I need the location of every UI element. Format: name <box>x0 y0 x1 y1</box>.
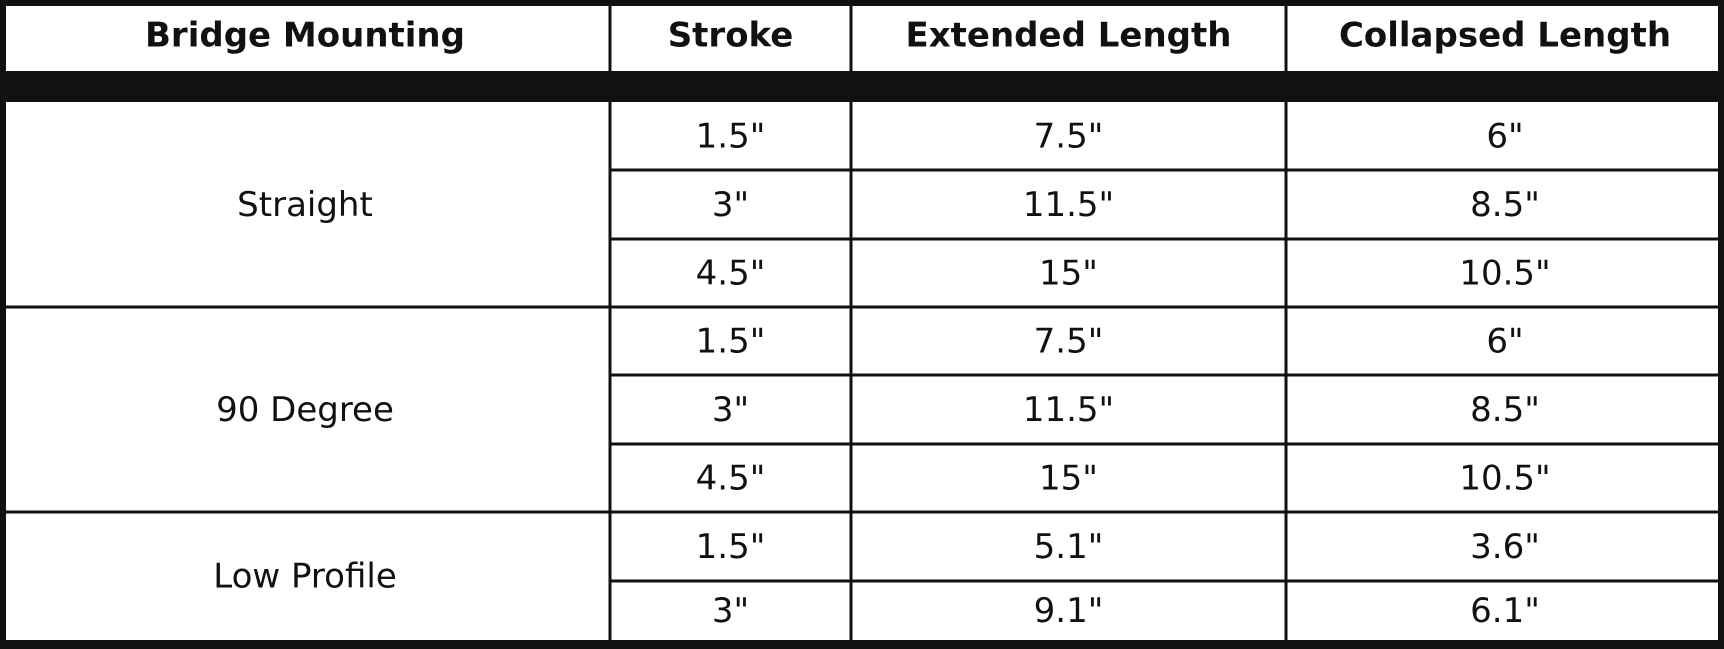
data-cell: 1.5" <box>696 527 766 567</box>
data-cell: 1.5" <box>696 322 766 362</box>
data-cell: 8.5" <box>1470 185 1540 225</box>
data-cell: 15" <box>1039 459 1098 499</box>
data-cell: 11.5" <box>1023 185 1114 225</box>
header-cell: Extended Length <box>906 16 1232 56</box>
data-cell: 4.5" <box>696 459 766 499</box>
data-cell: 3" <box>712 185 749 225</box>
data-cell: 3" <box>712 591 749 631</box>
data-cell: 15" <box>1039 254 1098 294</box>
data-cell: 10.5" <box>1459 254 1550 294</box>
header-cell: Stroke <box>668 16 794 56</box>
data-cell: 5.1" <box>1034 527 1104 567</box>
data-cell: 8.5" <box>1470 390 1540 430</box>
data-cell: 4.5" <box>696 254 766 294</box>
data-cell: 1.5" <box>696 117 766 157</box>
data-cell: 6" <box>1486 117 1523 157</box>
group-label: Low Profile <box>213 557 396 597</box>
data-cell: 6.1" <box>1470 591 1540 631</box>
data-cell: 9.1" <box>1034 591 1104 631</box>
data-cell: 6" <box>1486 322 1523 362</box>
data-cell: 10.5" <box>1459 459 1550 499</box>
group-label: Straight <box>237 185 373 225</box>
data-cell: 3" <box>712 390 749 430</box>
data-cell: 3.6" <box>1470 527 1540 567</box>
group-label: 90 Degree <box>216 390 394 430</box>
data-cell: 7.5" <box>1034 117 1104 157</box>
header-cell: Bridge Mounting <box>145 16 465 56</box>
header-band <box>0 71 1724 102</box>
data-cell: 7.5" <box>1034 322 1104 362</box>
data-cell: 11.5" <box>1023 390 1114 430</box>
header-cell: Collapsed Length <box>1339 16 1671 56</box>
